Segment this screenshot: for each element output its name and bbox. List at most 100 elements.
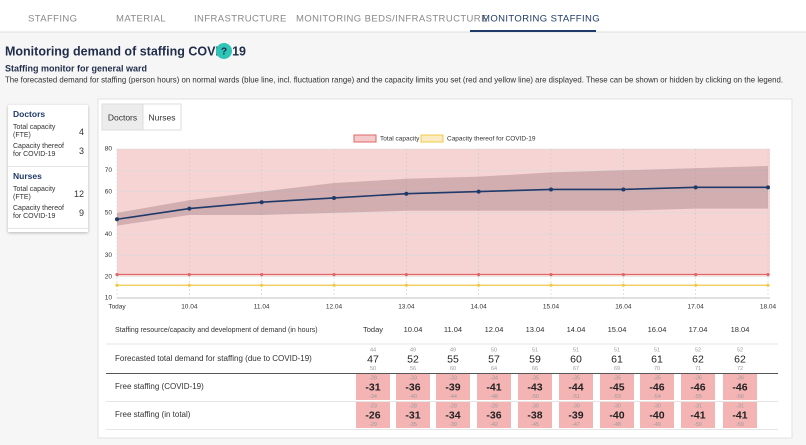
series-point — [549, 283, 553, 287]
cell-upper: 66 — [532, 366, 538, 372]
y-tick-label: 70 — [105, 167, 113, 174]
capacity-value: 12 — [73, 189, 84, 199]
column-header: 11.04 — [444, 325, 462, 334]
cell-upper: -49 — [653, 422, 661, 428]
series-point — [766, 272, 770, 277]
legend-label[interactable]: Capacity thereof for COVID-19 — [447, 136, 536, 143]
cell-value: -36 — [486, 409, 501, 421]
series-point — [477, 283, 481, 287]
cell-value: 61 — [611, 353, 623, 365]
cell-value: -43 — [527, 381, 542, 393]
capacity-value: 4 — [78, 127, 84, 137]
x-tick-label: 11.04 — [254, 304, 270, 311]
tab[interactable]: STAFFING — [28, 14, 77, 25]
row-label: Free staffing (COVID-19) — [115, 382, 204, 391]
cell-value: -45 — [609, 381, 624, 393]
cell-upper: 50 — [370, 366, 376, 372]
toggle-button[interactable] — [142, 103, 182, 131]
cell-value: -40 — [609, 409, 624, 421]
cell-highlight — [518, 374, 552, 400]
series-point — [404, 191, 409, 196]
cell-value: 62 — [734, 353, 746, 365]
series-point — [693, 185, 698, 190]
toggle-label[interactable]: Doctors — [108, 112, 137, 122]
cell-value: 47 — [367, 353, 379, 365]
tab-bar — [0, 0, 806, 32]
cell-value: -31 — [405, 409, 420, 421]
x-tick-label: 14.04 — [471, 304, 488, 311]
legend-label[interactable]: Total capacity — [380, 136, 420, 143]
cell-value: 61 — [651, 353, 663, 365]
cell-value: -38 — [527, 409, 542, 421]
x-tick-label: 13.04 — [398, 304, 415, 311]
toggle-button[interactable] — [101, 103, 144, 131]
cell-upper: -29 — [369, 422, 377, 428]
x-tick-label: 17.04 — [688, 304, 705, 311]
column-header: 10.04 — [404, 325, 423, 334]
group-name: Nurses — [13, 171, 42, 181]
cell-lower: -31 — [736, 403, 744, 409]
series-point — [260, 272, 264, 277]
cell-value: -41 — [732, 409, 747, 421]
cell-lower: -28 — [449, 403, 457, 409]
cell-upper: -50 — [531, 394, 539, 400]
cell-upper: -42 — [490, 422, 498, 428]
y-tick-label: 50 — [105, 210, 113, 217]
help-button[interactable] — [216, 43, 232, 59]
tab[interactable]: INFRASTRUCTURE — [194, 14, 287, 25]
cell-value: -46 — [732, 381, 747, 393]
cell-highlight — [559, 402, 593, 428]
capacity-label: Capacity thereof for COVID-19 — [13, 143, 64, 158]
tab[interactable]: MONITORING BEDS/INFRASTRUCTURE — [296, 14, 488, 25]
series-point — [332, 283, 336, 287]
cell-lower: -29 — [490, 403, 498, 409]
cell-highlight — [681, 402, 715, 428]
series-point — [115, 272, 119, 277]
tab[interactable]: MONITORING STAFFING — [482, 14, 600, 25]
series-point — [115, 283, 119, 287]
cell-upper: 67 — [573, 366, 579, 372]
cell-highlight — [640, 402, 674, 428]
cell-lower: -23 — [369, 403, 377, 409]
help-label[interactable]: ? — [221, 47, 227, 58]
legend-swatch[interactable] — [353, 134, 377, 143]
series-point — [694, 272, 698, 277]
cell-value: 55 — [447, 353, 459, 365]
series-line — [116, 186, 768, 221]
cell-highlight — [681, 374, 715, 400]
cell-value: -26 — [365, 409, 380, 421]
series-point — [404, 272, 408, 277]
series-point — [766, 185, 770, 190]
series-point — [621, 187, 626, 192]
tab[interactable]: MATERIAL — [116, 14, 166, 25]
series-point — [187, 283, 191, 287]
group-name: Doctors — [13, 109, 46, 119]
cell-lower: 51 — [614, 347, 620, 353]
series-point — [260, 283, 264, 287]
cell-highlight — [559, 374, 593, 400]
cell-upper: -50 — [694, 422, 702, 428]
toggle-label[interactable]: Nurses — [149, 112, 176, 122]
row-label: Forecasted total demand for staffing (du… — [115, 354, 312, 363]
fluctuation-band — [117, 166, 768, 226]
legend-swatch[interactable] — [420, 134, 444, 143]
cell-highlight — [436, 374, 470, 400]
cell-value: -46 — [649, 381, 664, 393]
cell-value: 62 — [692, 353, 704, 365]
cell-upper: -47 — [572, 422, 580, 428]
cell-lower: 51 — [573, 347, 579, 353]
cell-upper: -44 — [449, 394, 457, 400]
cell-lower: -33 — [409, 375, 417, 381]
capacity-row: Total capacity (FTE) 12 — [13, 186, 84, 202]
series-point — [115, 217, 119, 222]
cell-lower: -31 — [694, 403, 702, 409]
series-point — [549, 272, 553, 277]
cell-lower: -28 — [369, 375, 377, 381]
capacity-label: Capacity thereof for COVID-19 — [13, 205, 64, 220]
column-header: 14.04 — [567, 325, 586, 334]
cell-highlight — [600, 402, 634, 428]
cell-highlight — [723, 374, 757, 400]
cell-lower: -35 — [653, 375, 661, 381]
